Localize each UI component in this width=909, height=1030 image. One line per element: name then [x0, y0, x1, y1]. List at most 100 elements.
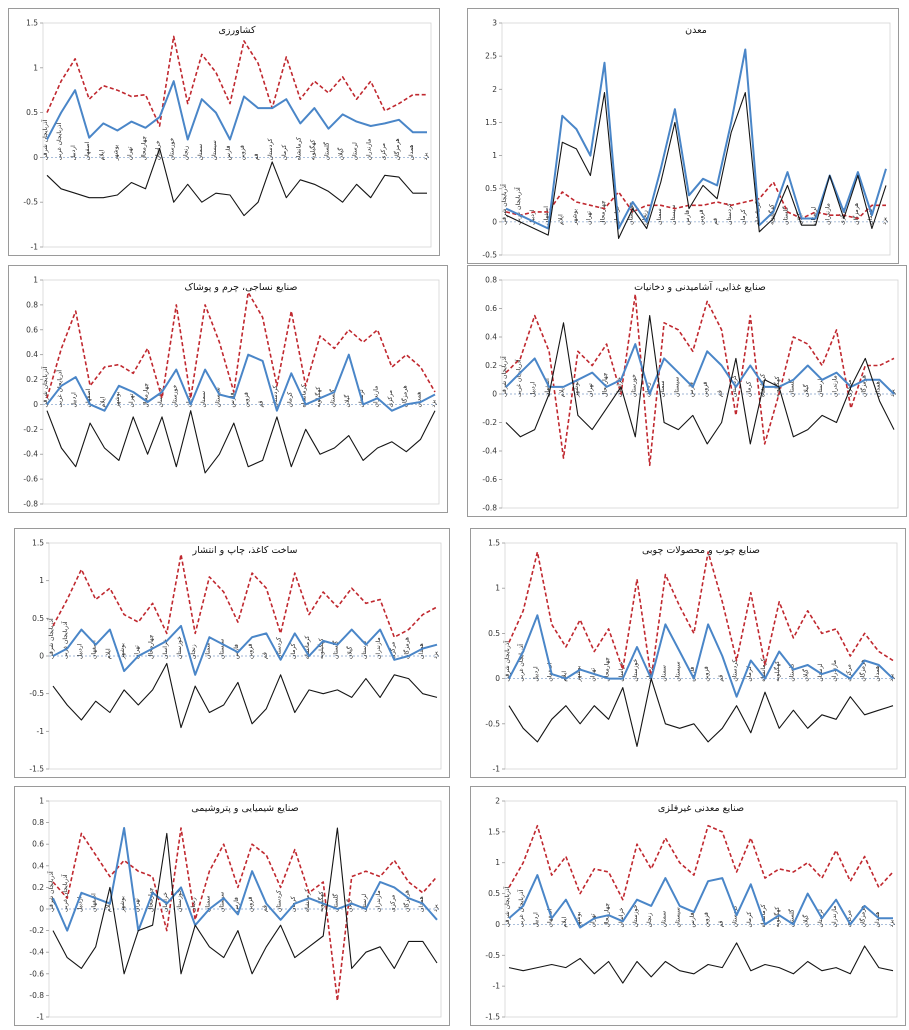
y-tick-label: -0.8 — [29, 991, 44, 1000]
category-label: لرستان — [811, 206, 818, 224]
category-label: سیستان — [670, 205, 677, 225]
series-line-blue — [46, 80, 427, 141]
series-line-blue — [505, 343, 895, 395]
chart-title: صنایع نساجی، چرم و پوشاک — [185, 282, 298, 293]
y-tick-label: 0 — [495, 920, 500, 929]
category-label: هرمزگان — [400, 385, 408, 407]
category-label: بوشهر — [119, 896, 126, 913]
category-label: همدان — [416, 392, 423, 408]
y-tick-label: -0.2 — [29, 926, 44, 935]
category-label: گلستان — [322, 142, 330, 160]
category-label: لرستان — [361, 894, 368, 912]
category-label: قم — [717, 920, 724, 927]
category-label: قم — [261, 652, 268, 659]
category-label: گلستان — [787, 663, 795, 681]
y-tick-label: 3 — [492, 19, 497, 28]
category-label: کهگیلویه — [773, 661, 781, 682]
category-label: قم — [712, 218, 719, 225]
category-label: آذربایجان شرقی — [502, 641, 511, 682]
category-label: کردستان — [272, 385, 279, 407]
y-tick-label: 1 — [495, 858, 500, 867]
category-label: آذربایجان شرقی — [40, 119, 49, 160]
category-label: تهران — [585, 211, 592, 225]
category-label: قم — [717, 390, 724, 397]
series-line-dashed-red — [508, 824, 894, 901]
category-label: کرمان — [290, 643, 297, 659]
category-label: اصفهان — [547, 662, 554, 681]
category-label: زنجان — [642, 210, 649, 225]
category-label: خوزستان — [632, 659, 639, 682]
category-label: گلستان — [787, 909, 795, 927]
y-tick-label: -0.4 — [482, 447, 497, 456]
y-tick-label: 0.2 — [485, 361, 497, 370]
y-tick-label: 0 — [492, 217, 497, 226]
series-line-black — [46, 147, 427, 217]
y-tick-label: -0.6 — [23, 475, 38, 484]
y-tick-label: 0.4 — [26, 350, 38, 359]
category-label: لرستان — [352, 142, 359, 160]
category-label: خوزستان — [169, 137, 176, 160]
category-label: چهارمحال — [600, 200, 607, 225]
category-label: سمنان — [197, 144, 204, 161]
series-line-black — [505, 92, 887, 239]
category-label: مرکزی — [839, 207, 846, 224]
category-label: بوشهر — [112, 144, 119, 161]
category-label: فارس — [225, 145, 232, 160]
category-label: خوزستان — [171, 384, 178, 407]
y-tick-label: 2.5 — [485, 52, 497, 61]
y-tick-label: -0.8 — [23, 500, 38, 509]
category-label: بوشهر — [119, 643, 126, 660]
y-tick-label: -0.5 — [485, 719, 500, 728]
y-tick-label: -1 — [37, 727, 45, 736]
category-label: مرکزی — [389, 895, 396, 912]
category-label: سمنان — [204, 895, 211, 912]
y-tick-label: -1.5 — [29, 765, 44, 774]
category-label: کرمانشاه — [760, 904, 767, 927]
category-label: قم — [717, 675, 724, 682]
category-label: همدان — [408, 145, 415, 161]
chart-panel: -0.5 0 0.5 1 1.5 2 2.5 3 معدن آذربایجان شرقی آذربا… — [467, 8, 899, 264]
category-label: خوزستان — [632, 904, 639, 927]
category-label: مرکزی — [846, 380, 853, 397]
series-line-blue — [52, 827, 438, 932]
y-tick-label: 1 — [492, 151, 497, 160]
category-label: کرمان — [740, 209, 747, 225]
y-tick-label: 0 — [495, 674, 500, 683]
category-label: لرستان — [361, 641, 368, 659]
category-label: چهارمحال — [143, 383, 150, 408]
chart-panel: -1 -0.8 -0.6 -0.4 -0.2 0 0.2 0.4 0.6 0.8 1 صنایع شی… — [14, 786, 450, 1026]
y-tick-label: 2 — [492, 85, 497, 94]
chart-svg: -0.8 -0.6 -0.4 -0.2 0 0.2 0.4 0.6 0.8 1 صنایع نساج… — [23, 276, 440, 509]
y-tick-label: 0.5 — [32, 614, 44, 623]
category-label: هرمزگان — [403, 890, 411, 912]
series-line-dashed-red — [52, 827, 438, 1002]
category-label: ایلام — [105, 901, 112, 912]
category-label: تهران — [587, 383, 594, 397]
category-label: گیلان — [802, 669, 810, 682]
category-label: کردستان — [732, 660, 739, 682]
category-label: سیستان — [675, 661, 682, 681]
category-label: کرمانشاه — [304, 889, 311, 912]
category-label: گیلان — [802, 915, 810, 928]
category-label: ایلام — [99, 396, 106, 407]
category-label: لرستان — [817, 379, 824, 397]
category-label: اردبیل — [70, 145, 77, 161]
category-label: کهگیلویه — [308, 140, 316, 161]
category-label: قزوین — [703, 912, 710, 927]
category-label: گلستان — [331, 894, 339, 912]
y-tick-label: 0.6 — [485, 304, 497, 313]
chart-panel: -1.5 -1 -0.5 0 0.5 1 1.5 ساخت کاغذ، چاپ و انتشا… — [14, 528, 450, 778]
y-tick-label: 0.8 — [26, 300, 38, 309]
y-tick-label: 1 — [33, 63, 38, 72]
category-label: آذربایجان غربی — [60, 621, 69, 659]
y-tick-label: 1.5 — [488, 539, 500, 548]
category-label: مازندران — [832, 375, 839, 397]
series-line-blue — [508, 614, 894, 698]
y-tick-label: -0.2 — [23, 425, 38, 434]
category-label: اردبیل — [530, 381, 537, 397]
chart-title: صنایع چوب و محصولات چوبی — [642, 545, 760, 556]
y-tick-label: 0 — [492, 390, 497, 399]
category-label: یزد — [432, 651, 439, 659]
category-label: مازندران — [831, 906, 838, 928]
category-label: مازندران — [373, 386, 380, 408]
